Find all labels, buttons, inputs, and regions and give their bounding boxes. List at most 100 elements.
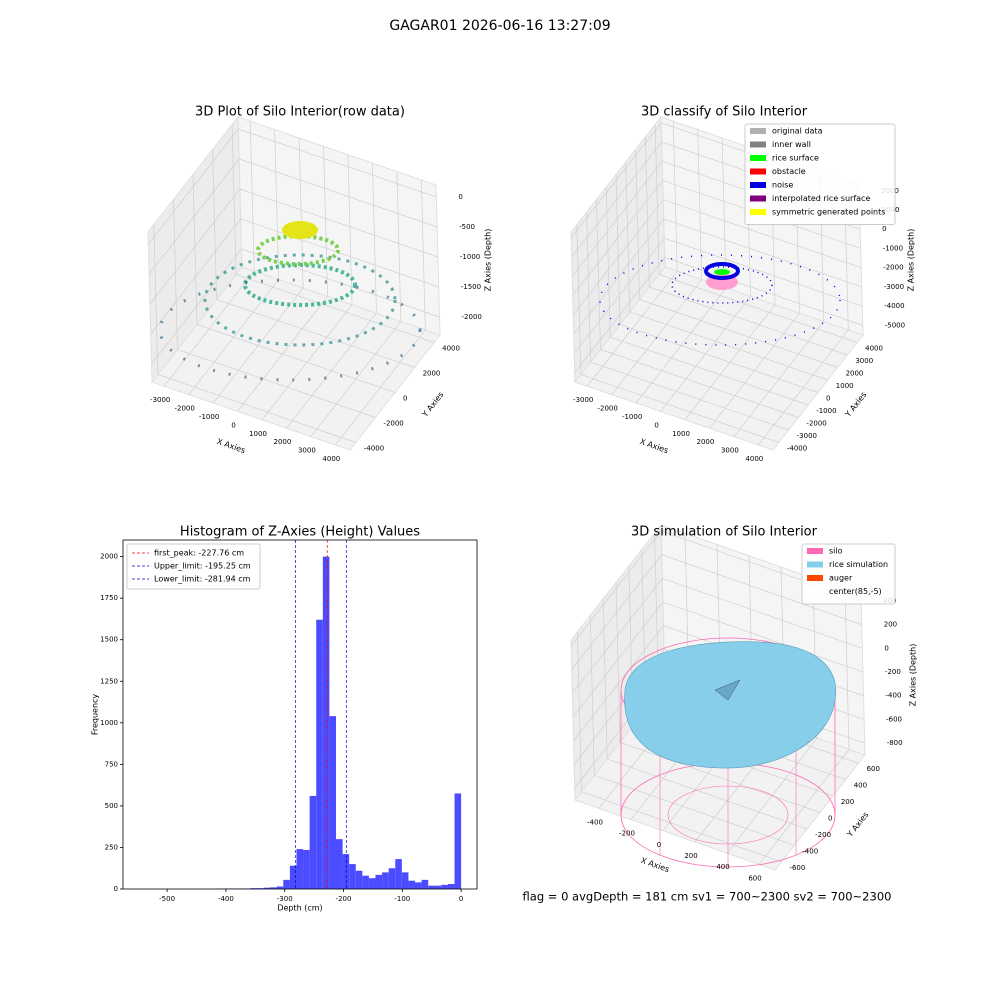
x-tick-label: -3000: [150, 396, 170, 404]
z-tick-label: 0: [884, 644, 888, 652]
y-tick-label: -400: [802, 847, 818, 855]
y-tick-label: 0: [403, 395, 407, 403]
grid-line: [236, 274, 435, 343]
y-tick-label: -4000: [787, 445, 807, 453]
bar: [395, 859, 402, 889]
grid-line: [150, 218, 241, 335]
z-tick-label: -1000: [883, 244, 903, 252]
y-tick-label: 1000: [100, 719, 118, 727]
bar: [322, 556, 330, 889]
x-tick-label: -2000: [597, 405, 617, 413]
y-tick-label: 2000: [423, 370, 441, 378]
grid-line: [639, 299, 838, 368]
legend-label: silo: [829, 547, 843, 556]
grid-line: [619, 324, 819, 393]
point-cloud-decoration: [158, 221, 841, 868]
x-tick-label: -400: [587, 818, 603, 826]
grid-line: [151, 248, 242, 365]
y-tick-label: 3000: [855, 357, 873, 365]
y-tick-label: 200: [841, 798, 854, 806]
grid-line: [571, 141, 662, 258]
grid-line: [216, 299, 415, 368]
y-tick-label: 0: [828, 815, 832, 823]
grid-line: [249, 121, 255, 272]
bar: [256, 888, 264, 889]
grid-line: [148, 158, 240, 275]
grid-line: [148, 128, 239, 245]
grid-line: [153, 224, 159, 375]
y-tick-label: 750: [105, 760, 118, 768]
grid-line: [844, 589, 850, 750]
grid-line: [420, 179, 426, 330]
grid-line: [600, 349, 799, 418]
x-tick-label: 4000: [322, 455, 340, 463]
bar: [375, 874, 383, 889]
y-tick-label: 4000: [865, 345, 883, 353]
legend-swatch: [807, 588, 823, 595]
chart-title: Histogram of Z-Axies (Height) Values: [180, 525, 420, 540]
z-tick-label: 0: [882, 225, 886, 233]
y-tick-label: 0: [114, 885, 118, 893]
z-tick-label: -4000: [884, 302, 904, 310]
grid-line: [157, 374, 356, 443]
grid-line: [573, 625, 664, 741]
bar: [303, 849, 310, 889]
grid-line: [580, 374, 779, 443]
back-pane: [237, 116, 441, 336]
legend-label: noise: [772, 181, 793, 190]
y-tick-label: 1500: [100, 636, 118, 644]
y-axis-label: Y Axies: [420, 390, 446, 419]
point-cloud: [714, 269, 730, 275]
x-tick-label: 4000: [745, 455, 763, 463]
y-tick-label: 2000: [846, 370, 864, 378]
z-tick-label: -800: [887, 739, 903, 747]
bar: [401, 872, 409, 889]
grid-line: [619, 742, 821, 813]
grid-line: [581, 791, 782, 863]
bar: [349, 864, 356, 889]
grid-line: [574, 257, 666, 373]
bar: [408, 880, 416, 889]
grid-line: [231, 124, 237, 275]
x-tick-label: -400: [218, 895, 234, 903]
y-tick-label: -1000: [816, 407, 836, 415]
z-tick-label: -2000: [883, 264, 903, 272]
legend-label: Upper_limit: -195.25 cm: [154, 562, 251, 571]
y-tick-label: 0: [826, 395, 830, 403]
point-cloud: [203, 253, 397, 347]
bar: [250, 888, 257, 889]
grid-line: [661, 554, 862, 625]
x-axis-label: Depth (cm): [277, 904, 322, 913]
grid-line: [572, 199, 664, 315]
legend-label: rice surface: [772, 154, 819, 163]
grid-line: [192, 174, 198, 325]
grid-line: [615, 582, 621, 743]
legend-swatch: [807, 548, 823, 554]
grid-line: [372, 163, 377, 314]
legend-label: auger: [829, 574, 853, 583]
z-tick-label: -5000: [885, 321, 905, 329]
legend-label: obstacle: [772, 167, 806, 176]
grid-line: [659, 274, 858, 343]
bar: [447, 884, 455, 889]
point-cloud: [704, 262, 740, 280]
grid-line: [177, 349, 376, 418]
grid-line: [570, 530, 662, 647]
bar: [270, 887, 277, 889]
y-tick-label: 1750: [100, 594, 118, 602]
grid-line: [629, 311, 828, 381]
x-axis-label: X Axies: [639, 437, 670, 455]
z-tick-label: -500: [459, 223, 475, 231]
bar: [362, 875, 369, 889]
legend-swatch: [750, 128, 766, 134]
legend-box: [126, 543, 261, 590]
grid-line: [173, 199, 178, 350]
x-axis-label: X Axies: [640, 856, 671, 874]
x-tick-label: 400: [716, 863, 729, 871]
grid-line: [590, 361, 789, 431]
z-tick-label: -600: [886, 715, 902, 723]
z-tick-label: -1500: [461, 283, 481, 291]
chart-title: 3D Plot of Silo Interior(row data): [195, 105, 405, 120]
grid-line: [610, 336, 809, 406]
